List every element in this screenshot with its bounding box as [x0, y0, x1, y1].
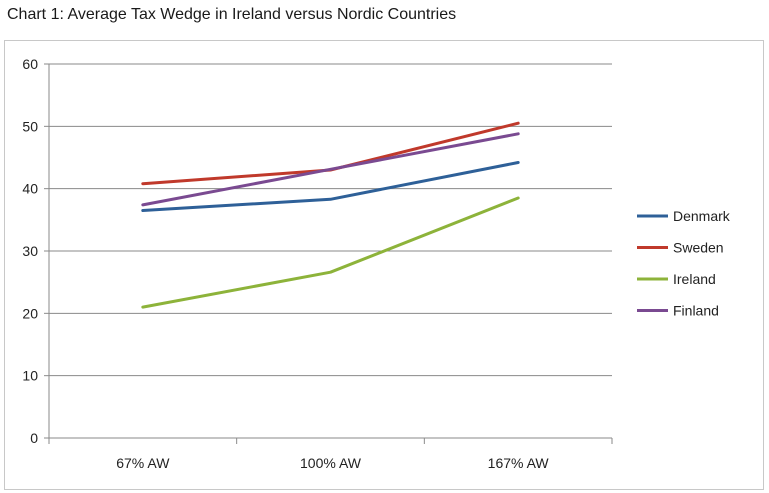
- axes: 0 10 20 30 40 50 60 67% AW 100% AW 167% AW: [22, 56, 613, 471]
- y-tick-label: 10: [22, 368, 38, 384]
- legend-label-denmark: Denmark: [673, 208, 731, 224]
- series-line-denmark: [141, 161, 520, 212]
- series-lines: [141, 121, 520, 309]
- chart-frame: [4, 40, 764, 490]
- gridlines: [49, 63, 612, 377]
- x-tick-label: 167% AW: [488, 455, 550, 471]
- legend: Denmark Sweden Ireland Finland: [637, 208, 731, 319]
- legend-label-ireland: Ireland: [673, 271, 716, 287]
- x-tick-label: 100% AW: [300, 455, 362, 471]
- legend-label-sweden: Sweden: [673, 240, 724, 256]
- chart-title: Chart 1: Average Tax Wedge in Ireland ve…: [7, 6, 457, 23]
- y-tick-label: 40: [22, 181, 38, 197]
- y-tick-label: 30: [22, 243, 38, 259]
- y-tick-label: 60: [22, 56, 38, 72]
- series-line-ireland: [141, 196, 520, 309]
- series-line-finland: [141, 132, 520, 207]
- y-tick-label: 50: [22, 118, 38, 134]
- y-tick-label: 0: [30, 430, 38, 446]
- legend-label-finland: Finland: [673, 303, 719, 319]
- x-tick-label: 67% AW: [116, 455, 170, 471]
- y-tick-label: 20: [22, 305, 38, 321]
